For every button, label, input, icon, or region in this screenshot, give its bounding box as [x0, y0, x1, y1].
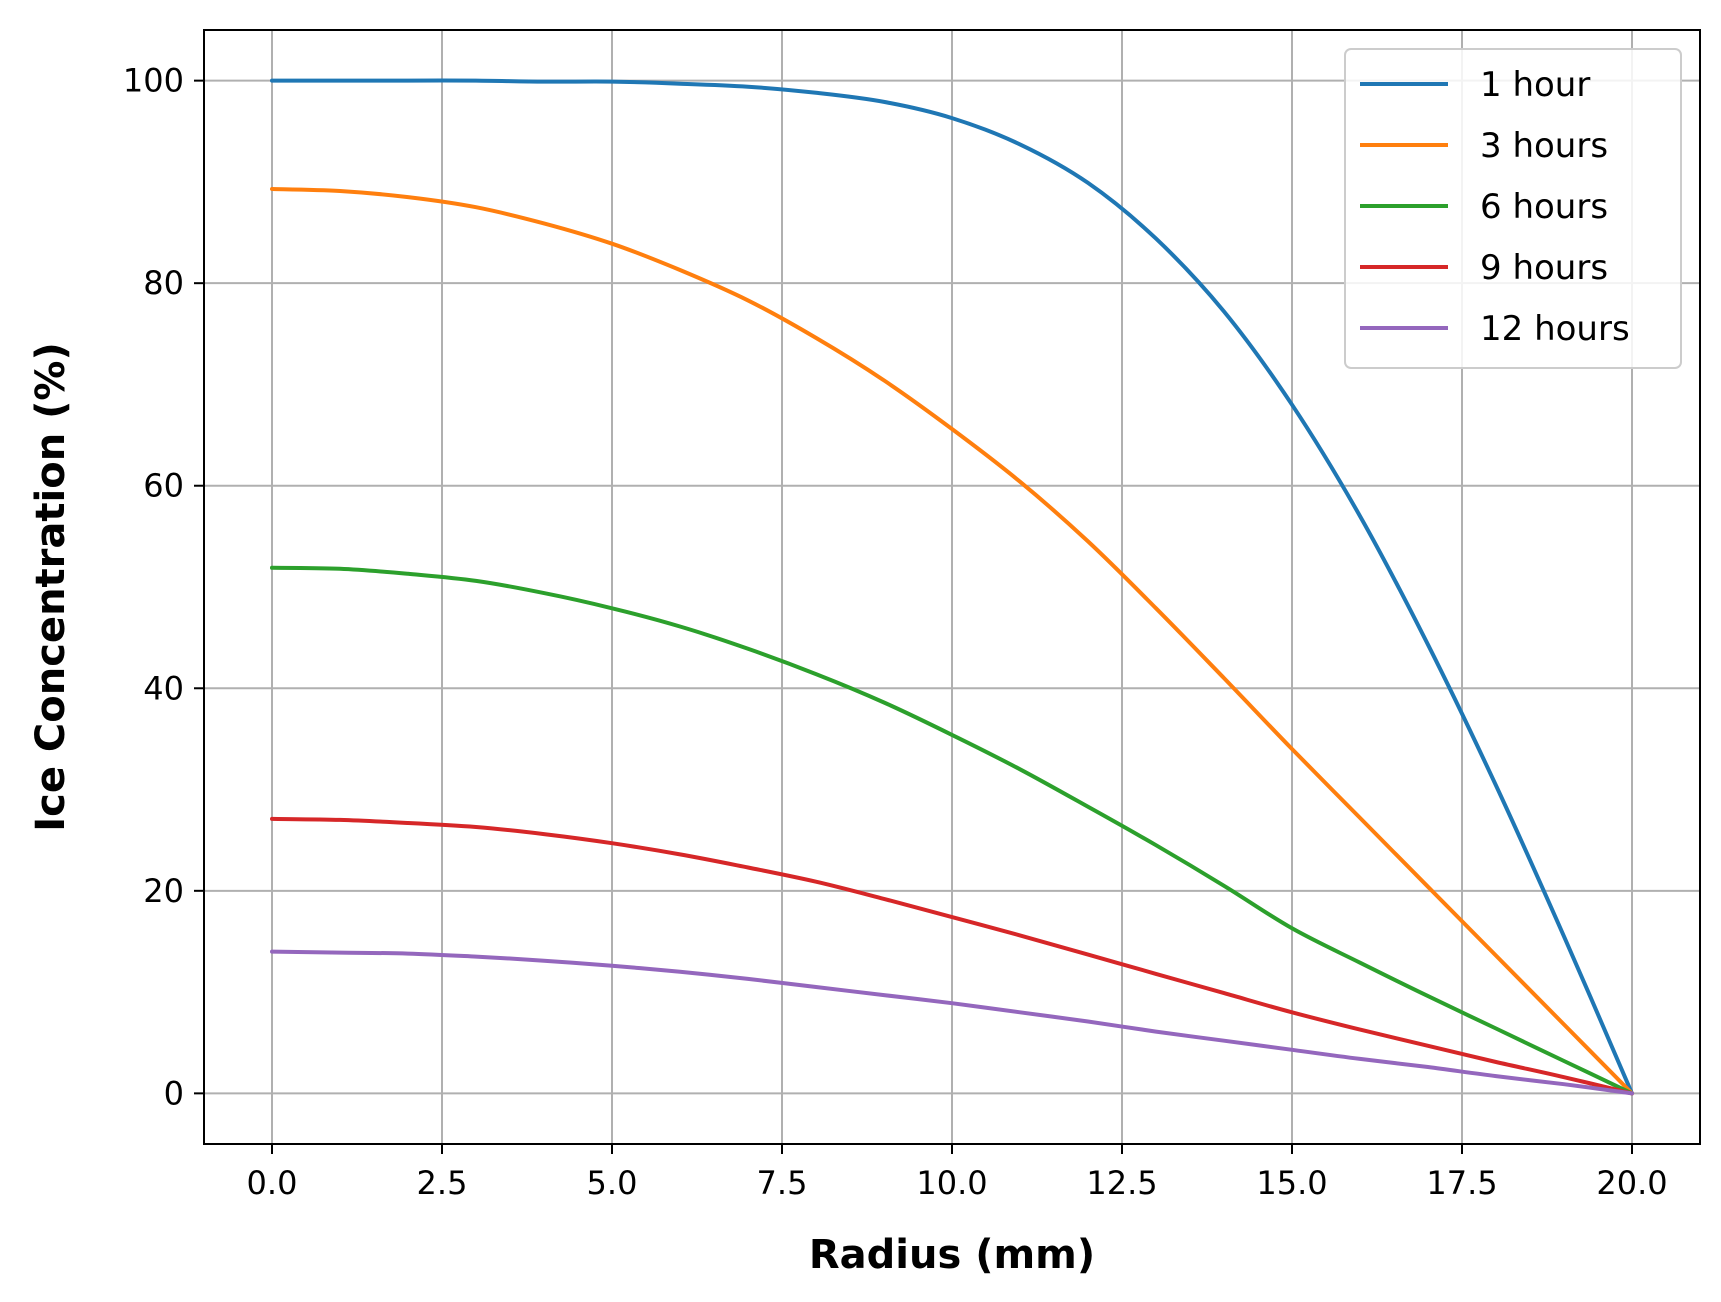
x-tick-label: 12.5 — [1086, 1164, 1157, 1202]
x-tick-label: 0.0 — [247, 1164, 298, 1202]
y-tick-label: 100 — [123, 62, 184, 100]
x-tick-label: 7.5 — [757, 1164, 808, 1202]
legend-label: 1 hour — [1480, 65, 1590, 105]
y-tick-label: 40 — [143, 669, 184, 707]
x-tick-label: 10.0 — [916, 1164, 987, 1202]
series-line-5 — [270, 949, 1634, 1096]
series-lines — [270, 78, 1634, 1096]
x-axis-label: Radius (mm) — [809, 1232, 1095, 1278]
series-line-1 — [270, 78, 1634, 1096]
legend-label: 3 hours — [1480, 126, 1608, 166]
axis-ticks: 0.0 2.5 5.0 7.5 10.0 12.5 15.0 17.5 20.0 0 20 40 60 8… — [123, 62, 1668, 1202]
y-tick-label: 0 — [164, 1074, 184, 1112]
x-tick-label: 5.0 — [587, 1164, 638, 1202]
legend-label: 12 hours — [1480, 309, 1630, 349]
y-tick-label: 60 — [143, 467, 184, 505]
legend-label: 6 hours — [1480, 187, 1608, 227]
series-line-2 — [270, 187, 1634, 1096]
x-tick-label: 20.0 — [1596, 1164, 1667, 1202]
legend: 1 hour 3 hours 6 hours 9 hours 12 hours — [1344, 48, 1682, 369]
series-line-3 — [270, 565, 1634, 1096]
legend-box — [1344, 48, 1682, 369]
plot-frame — [203, 29, 1701, 1145]
x-tick-label: 15.0 — [1256, 1164, 1327, 1202]
y-tick-label: 80 — [143, 264, 184, 302]
y-axis-label: Ice Concentration (%) — [28, 342, 74, 831]
series-line-4 — [270, 816, 1634, 1096]
x-tick-label: 2.5 — [417, 1164, 468, 1202]
legend-label: 9 hours — [1480, 248, 1608, 288]
x-tick-label: 17.5 — [1426, 1164, 1497, 1202]
y-tick-label: 20 — [143, 872, 184, 910]
